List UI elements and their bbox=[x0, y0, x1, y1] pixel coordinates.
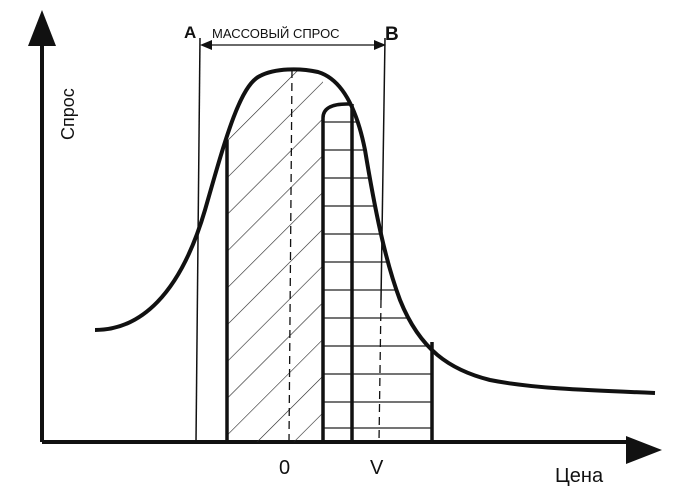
tick-label-zero: 0 bbox=[279, 457, 290, 479]
boundary-line-a bbox=[195, 37, 201, 443]
range-label: МАССОВЫЙ СПРОС bbox=[212, 26, 340, 41]
x-axis-arrow-icon bbox=[626, 436, 662, 464]
demand-curve bbox=[94, 67, 656, 395]
boundary-line-b bbox=[380, 37, 386, 301]
label-b: B bbox=[385, 24, 399, 45]
hatched-region-horizontal bbox=[323, 121, 432, 429]
range-arrow-left-icon bbox=[200, 40, 212, 50]
range-arrow-right-icon bbox=[374, 40, 386, 50]
hatched-region-diagonal bbox=[227, 69, 323, 442]
x-axis-label: Цена bbox=[555, 465, 604, 487]
y-axis-arrow-icon bbox=[28, 10, 56, 46]
dashed-line-v bbox=[378, 299, 382, 443]
secondary-curve bbox=[321, 102, 350, 442]
tick-label-v: V bbox=[370, 457, 384, 479]
dashed-line-zero bbox=[288, 69, 293, 443]
label-a: A bbox=[184, 23, 196, 42]
y-axis-label: Спрос bbox=[58, 88, 78, 140]
